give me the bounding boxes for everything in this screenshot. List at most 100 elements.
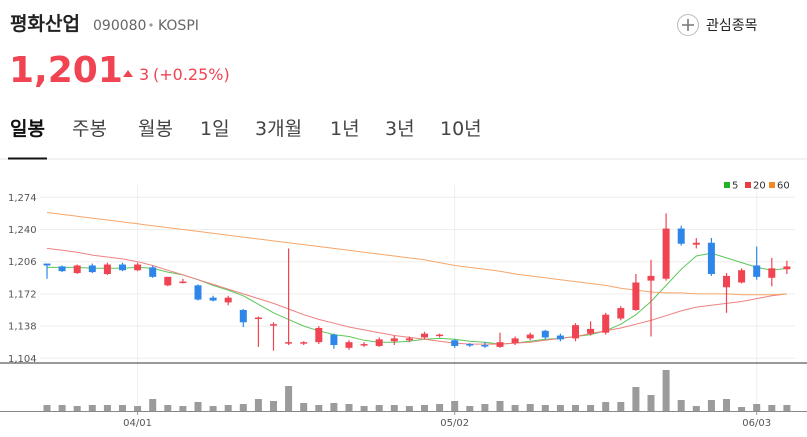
volume-bar <box>617 402 625 411</box>
x-tick-label: 06/03 <box>742 418 771 429</box>
candle-body <box>556 335 564 340</box>
candle-body <box>270 324 277 326</box>
candle-body <box>481 345 489 347</box>
candle-body <box>119 264 126 271</box>
volume-bar <box>541 405 549 411</box>
volume-bar <box>692 406 700 411</box>
volume-bar <box>481 404 489 411</box>
tab[interactable]: 3개월 <box>255 118 302 140</box>
volume-bar <box>783 405 791 411</box>
candle-body <box>224 297 232 303</box>
volume-bar <box>375 405 383 411</box>
candle-body <box>345 342 353 348</box>
candle-body <box>330 334 338 346</box>
candle-body <box>164 276 172 286</box>
volume-bar <box>511 405 519 411</box>
candle-body <box>496 342 504 347</box>
volume-bar <box>119 405 126 411</box>
candle-body <box>405 338 413 341</box>
volume-bar <box>103 405 111 411</box>
volume-bar <box>270 401 277 411</box>
stock-name: 평화산업 <box>10 13 80 35</box>
candle-body <box>149 267 157 277</box>
candle-body <box>375 339 383 346</box>
volume-bar <box>43 405 51 411</box>
candle-body <box>103 264 111 274</box>
volume-bar <box>436 404 444 411</box>
volume-bar <box>556 405 564 411</box>
candle-body <box>73 265 81 274</box>
price: 1,201 <box>9 50 123 91</box>
candle-body <box>587 328 595 334</box>
tab[interactable]: 10년 <box>440 118 482 140</box>
ma-line <box>47 252 787 345</box>
candle-body <box>451 340 459 346</box>
candle-body <box>753 265 761 277</box>
candle-body <box>602 314 610 333</box>
volume-bar <box>209 406 217 411</box>
candle-body <box>390 338 398 342</box>
y-tick-label: 1,274 <box>8 193 37 204</box>
volume-bar <box>662 370 670 411</box>
tab[interactable]: 일봉 <box>10 118 45 140</box>
candle-body <box>723 275 730 288</box>
ma-line <box>46 247 787 345</box>
candle-body <box>632 282 640 310</box>
volume-bar <box>405 406 413 411</box>
watch-label: 관심종목 <box>706 18 758 34</box>
volume-bar <box>707 400 715 411</box>
candle-body <box>677 228 685 244</box>
x-tick-label: 04/01 <box>123 418 152 429</box>
up-arrow <box>123 70 133 77</box>
tab[interactable]: 월봉 <box>138 118 173 140</box>
legend-label: 20 <box>753 181 766 192</box>
volume-bar <box>239 404 247 411</box>
volume-bar <box>73 406 81 411</box>
volume-bar <box>345 404 353 411</box>
candle-body <box>572 325 579 339</box>
x-tick-label: 05/02 <box>440 418 469 429</box>
candle-body <box>179 281 187 284</box>
volume-bar <box>587 405 595 411</box>
candle-body <box>647 275 655 281</box>
volume-bar <box>149 399 157 411</box>
candle-body <box>541 330 549 338</box>
candle-body <box>239 309 247 323</box>
tab[interactable]: 주봉 <box>72 118 107 140</box>
tab[interactable]: 1일 <box>200 118 230 140</box>
volume-bar <box>677 400 685 411</box>
candle-body <box>707 242 715 274</box>
watch-icon <box>677 14 699 36</box>
volume-bar <box>421 405 428 411</box>
y-tick-label: 1,138 <box>8 322 37 333</box>
tab[interactable]: 3년 <box>385 118 415 140</box>
market: KOSPI <box>158 18 199 34</box>
candle-body <box>43 263 51 266</box>
volume-bar <box>526 404 534 411</box>
candle-body <box>360 344 368 346</box>
candle-body <box>254 317 262 320</box>
candle-body <box>300 342 308 344</box>
candle-body <box>511 338 519 344</box>
candle-body <box>617 308 625 319</box>
volume-bar <box>164 405 172 411</box>
separator-dot <box>149 23 153 27</box>
candle-body <box>421 333 428 338</box>
volume-bar <box>254 399 262 411</box>
tab[interactable]: 1년 <box>330 118 360 140</box>
volume-bar <box>224 405 232 411</box>
volume-bar <box>632 387 640 411</box>
y-tick-label: 1,240 <box>8 225 37 236</box>
candle-body <box>526 334 534 339</box>
watch-button[interactable]: 관심종목 <box>677 14 758 36</box>
volume-bar <box>451 401 459 411</box>
legend-swatch <box>724 182 730 188</box>
candle-body <box>209 297 217 301</box>
ma-line <box>46 212 787 296</box>
candle-body <box>662 228 670 279</box>
y-tick-label: 1,172 <box>8 289 37 300</box>
volume-bar <box>360 406 368 411</box>
volume-bar <box>723 399 730 411</box>
volume-bar <box>88 405 96 411</box>
